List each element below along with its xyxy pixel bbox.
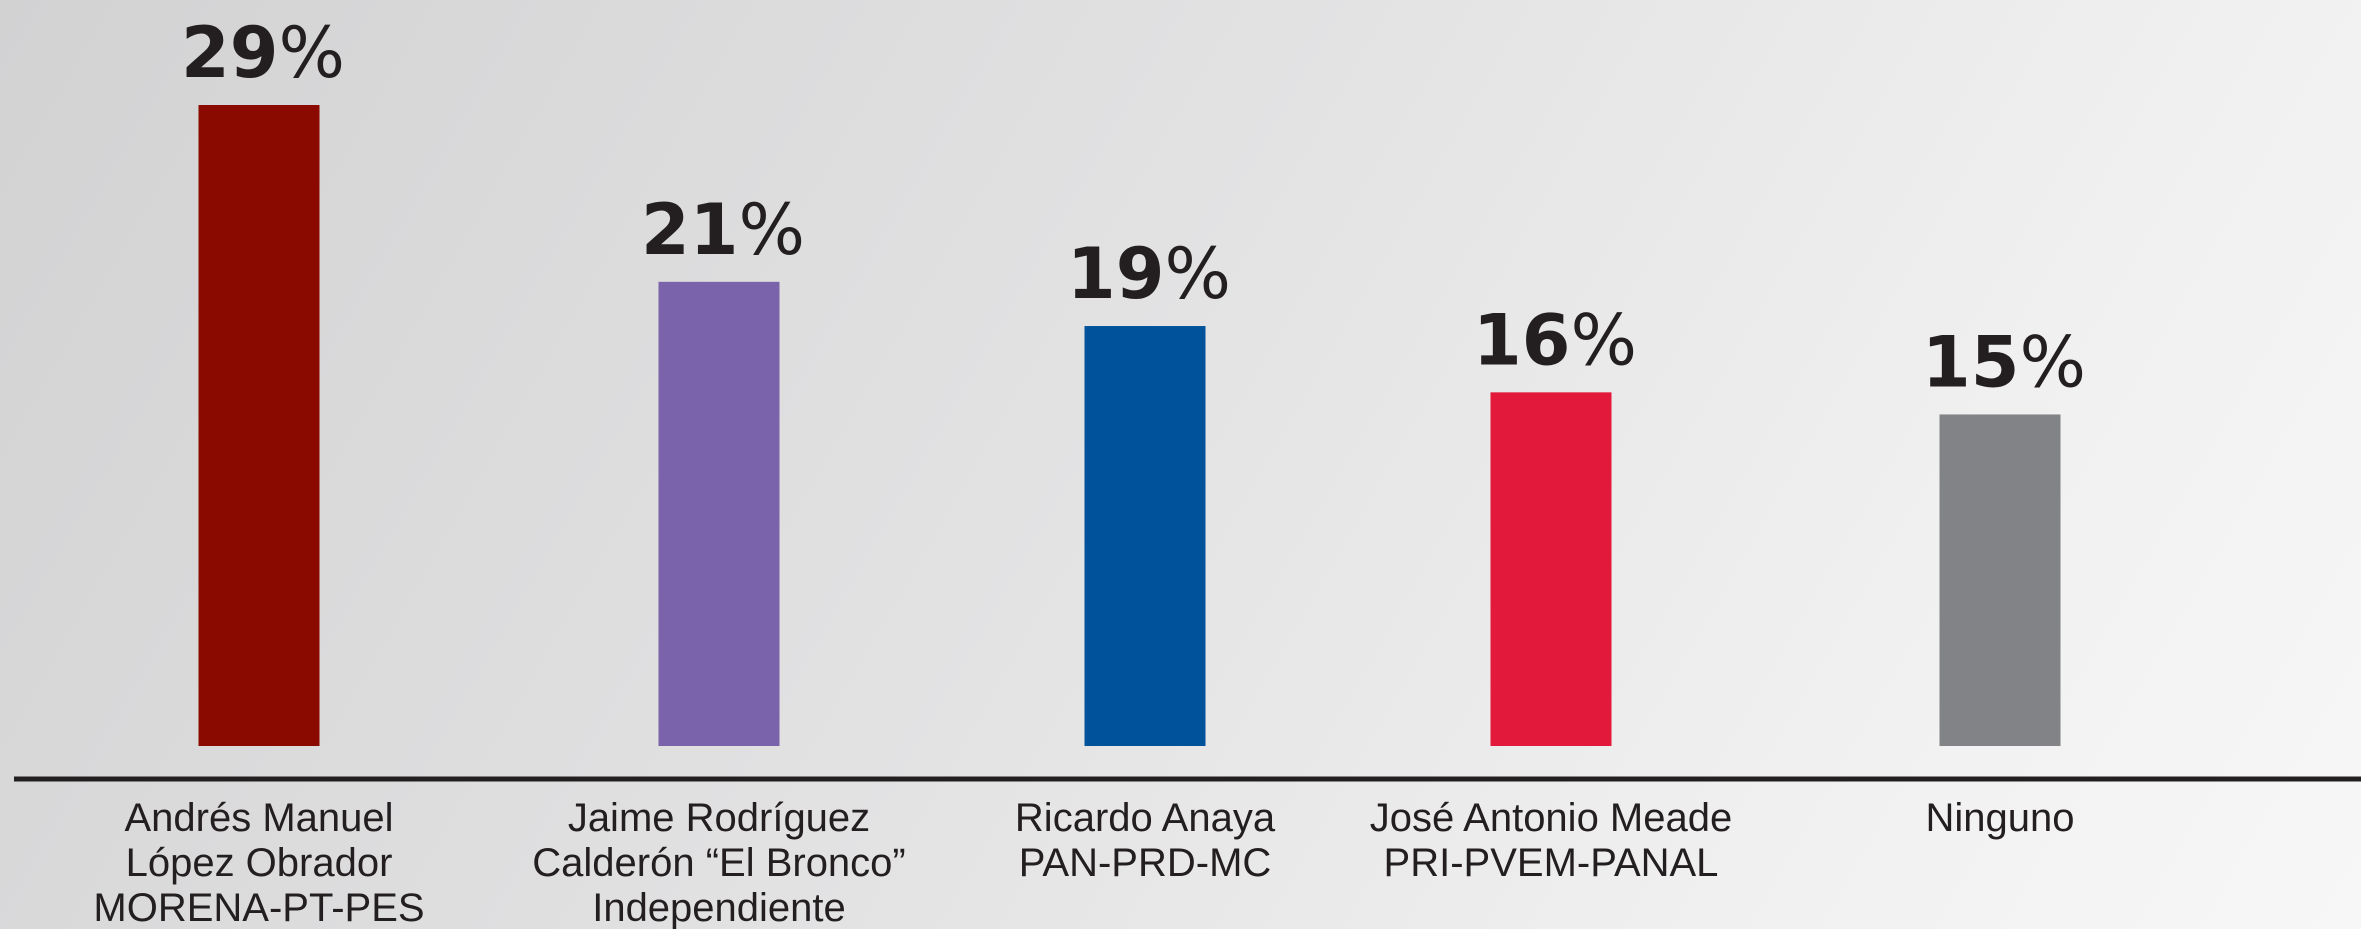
category-label-5: Ninguno <box>1925 796 2074 840</box>
category-label-3: Ricardo Anaya PAN-PRD-MC <box>1015 796 1276 885</box>
category-labels: Andrés Manuel López Obrador MORENA-PT-PES J… <box>93 796 2074 929</box>
bar-value-label-3: 19% <box>1067 233 1231 315</box>
bar-4 <box>1490 392 1612 746</box>
bar-value-label-1: 29% <box>181 12 345 94</box>
bar-2 <box>658 281 780 746</box>
bar-value-label-2: 21% <box>641 189 805 271</box>
category-label-2: Jaime Rodríguez Calderón “El Bronco” Indep… <box>532 796 906 929</box>
bar-1 <box>198 105 320 746</box>
category-label-1: Andrés Manuel López Obrador MORENA-PT-PES <box>93 796 424 929</box>
bar-5 <box>1939 414 2061 746</box>
bar-3 <box>1084 326 1206 746</box>
bar-value-label-4: 16% <box>1473 299 1637 381</box>
value-labels: 29% 21% 19% 16% 15% <box>181 12 2086 403</box>
bar-value-label-5: 15% <box>1922 321 2086 403</box>
category-label-4: José Antonio Meade PRI-PVEM-PANAL <box>1370 796 1732 885</box>
bars <box>198 105 2061 746</box>
